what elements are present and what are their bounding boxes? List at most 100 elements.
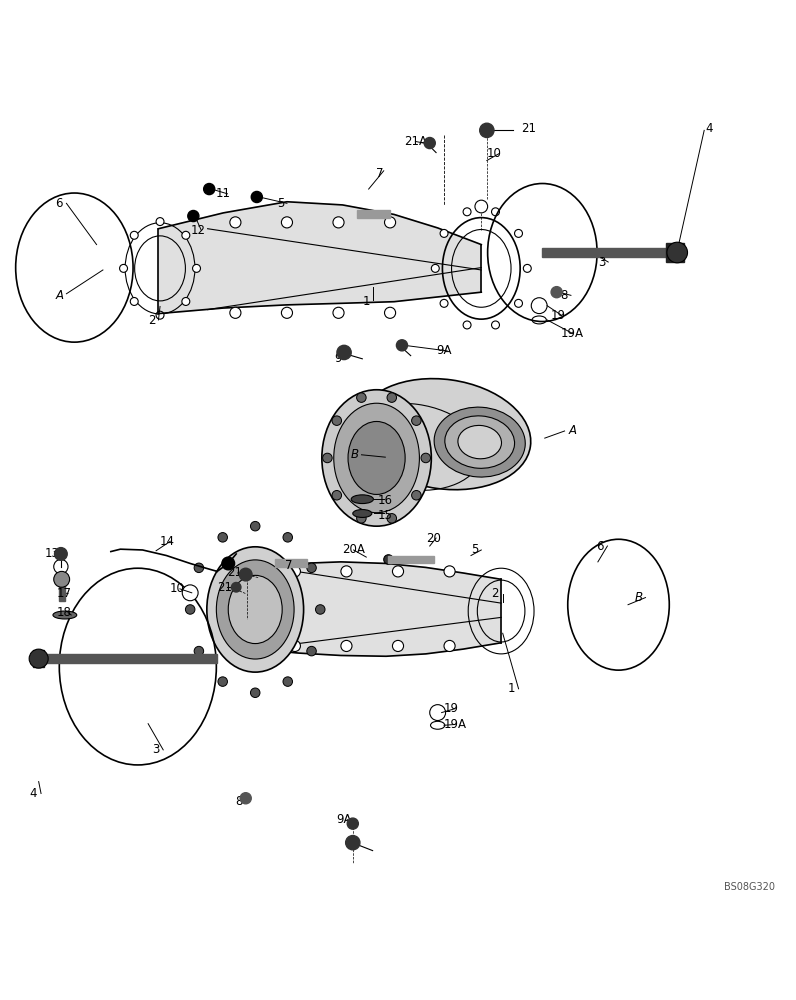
Ellipse shape: [357, 379, 531, 490]
Ellipse shape: [53, 611, 76, 619]
Circle shape: [357, 393, 366, 402]
Circle shape: [193, 264, 201, 272]
Circle shape: [232, 582, 241, 592]
Circle shape: [185, 605, 195, 614]
Circle shape: [204, 184, 215, 195]
Text: 4: 4: [706, 122, 713, 135]
Ellipse shape: [445, 416, 514, 468]
Text: 10: 10: [170, 582, 185, 595]
Circle shape: [421, 453, 431, 463]
Text: 10: 10: [487, 147, 501, 160]
Circle shape: [384, 307, 396, 318]
Circle shape: [131, 298, 139, 305]
Bar: [357, 210, 390, 218]
Circle shape: [384, 217, 396, 228]
Text: 8: 8: [560, 289, 568, 302]
Circle shape: [283, 677, 292, 686]
Text: 5: 5: [471, 543, 478, 556]
Circle shape: [333, 217, 344, 228]
Text: 21A: 21A: [217, 581, 240, 594]
Bar: [666, 243, 684, 262]
Circle shape: [182, 585, 198, 601]
Circle shape: [218, 533, 228, 542]
Circle shape: [315, 605, 325, 614]
Bar: [58, 580, 64, 601]
Text: 12: 12: [190, 224, 205, 237]
Circle shape: [392, 640, 404, 652]
Circle shape: [29, 649, 49, 668]
Circle shape: [322, 453, 332, 463]
Circle shape: [282, 307, 292, 318]
Circle shape: [188, 210, 199, 222]
Text: 15: 15: [378, 509, 393, 522]
Text: 9: 9: [346, 839, 354, 852]
Circle shape: [523, 264, 531, 272]
Text: 19: 19: [444, 702, 459, 715]
Ellipse shape: [207, 547, 303, 672]
Text: 17: 17: [57, 587, 72, 600]
Text: 2: 2: [492, 587, 499, 600]
Circle shape: [218, 677, 228, 686]
Circle shape: [55, 548, 67, 560]
Text: 21: 21: [521, 122, 536, 135]
Text: BS08G320: BS08G320: [724, 882, 775, 892]
Circle shape: [440, 229, 448, 237]
Text: 7: 7: [285, 559, 293, 572]
Text: 19A: 19A: [444, 718, 467, 731]
Circle shape: [667, 242, 688, 263]
Text: 3: 3: [598, 256, 605, 269]
Circle shape: [131, 231, 139, 239]
Circle shape: [431, 264, 439, 272]
Text: 1: 1: [362, 295, 370, 308]
Ellipse shape: [353, 510, 372, 517]
Circle shape: [430, 705, 446, 721]
Circle shape: [156, 218, 164, 226]
Circle shape: [282, 217, 292, 228]
Text: 11: 11: [216, 187, 231, 200]
Text: 21A: 21A: [404, 135, 427, 148]
Circle shape: [119, 264, 127, 272]
Circle shape: [384, 555, 393, 564]
Ellipse shape: [217, 560, 294, 659]
Text: 16: 16: [378, 494, 393, 507]
Bar: [41, 654, 217, 663]
Polygon shape: [158, 202, 482, 314]
Circle shape: [444, 566, 455, 577]
Text: B: B: [634, 591, 642, 604]
Ellipse shape: [351, 495, 373, 504]
Circle shape: [387, 514, 396, 523]
Circle shape: [531, 298, 547, 314]
Text: B: B: [350, 448, 358, 461]
Text: 14: 14: [160, 535, 175, 548]
Circle shape: [463, 321, 471, 329]
Text: 8: 8: [236, 795, 243, 808]
Circle shape: [396, 340, 408, 351]
Text: 3: 3: [152, 743, 159, 756]
Bar: [33, 650, 45, 667]
Text: 19: 19: [550, 309, 565, 322]
Ellipse shape: [322, 390, 431, 526]
Circle shape: [332, 490, 341, 500]
Circle shape: [251, 521, 260, 531]
Circle shape: [347, 818, 358, 829]
Text: 9: 9: [334, 352, 342, 365]
Text: 7: 7: [376, 167, 384, 180]
Circle shape: [551, 287, 562, 298]
Bar: [388, 556, 435, 563]
Circle shape: [480, 123, 494, 137]
Circle shape: [463, 208, 471, 216]
Text: A: A: [568, 424, 576, 437]
Circle shape: [492, 321, 499, 329]
Circle shape: [240, 568, 252, 581]
Ellipse shape: [434, 407, 525, 477]
Circle shape: [444, 640, 455, 652]
Circle shape: [289, 566, 300, 577]
Circle shape: [475, 200, 488, 213]
Circle shape: [240, 793, 252, 804]
Circle shape: [230, 307, 241, 318]
Circle shape: [341, 566, 352, 577]
Bar: [275, 559, 306, 567]
Circle shape: [194, 646, 204, 656]
Text: 13: 13: [45, 547, 60, 560]
Circle shape: [306, 646, 316, 656]
